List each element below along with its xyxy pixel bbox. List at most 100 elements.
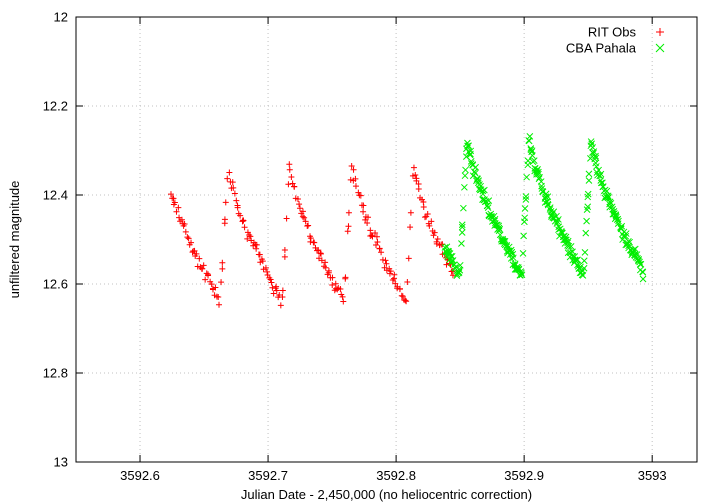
cba-pahala-point (462, 166, 469, 174)
rit-obs-point (404, 278, 411, 285)
cba-pahala-point (510, 254, 517, 262)
rit-obs-point (267, 276, 274, 283)
cba-pahala-point (544, 200, 552, 208)
cba-pahala-point (553, 212, 560, 220)
rit-obs-point (273, 287, 280, 294)
rit-obs-point (240, 217, 247, 224)
rit-obs-point (193, 250, 200, 257)
rit-obs-point (396, 285, 403, 292)
cba-pahala-point (544, 193, 552, 201)
cba-pahala-point (587, 138, 595, 145)
rit-obs-point (175, 204, 182, 211)
rit-obs-point (426, 222, 433, 229)
rit-obs-point (285, 181, 292, 188)
cba-pahala-point (472, 163, 479, 171)
rit-obs-point (299, 213, 306, 220)
cba-pahala-point (455, 269, 463, 276)
cba-pahala-point (581, 248, 589, 256)
y-tick-label: 13 (54, 455, 68, 470)
cba-pahala-point (590, 149, 597, 157)
rit-obs-point (299, 208, 306, 215)
x-axis-label: Julian Date - 2,450,000 (no heliocentric… (241, 487, 532, 502)
rit-obs-point (237, 212, 244, 219)
cba-pahala-point (469, 161, 477, 169)
cba-pahala-point (580, 264, 588, 272)
cba-pahala-point (567, 242, 575, 250)
rit-obs-point (357, 192, 364, 199)
cba-pahala-point (585, 177, 593, 184)
y-tick-label: 12.4 (43, 188, 68, 203)
cba-pahala-point (546, 206, 554, 213)
cba-pahala-point (637, 260, 645, 268)
rit-obs-point (181, 221, 188, 228)
cba-pahala-point (519, 249, 527, 257)
x-tick-label: 3592.6 (120, 468, 160, 483)
cba-pahala-point (523, 173, 530, 181)
rit-obs-point (407, 209, 414, 216)
cba-pahala-point (491, 217, 498, 225)
legend-marker-rit-obs (656, 28, 664, 36)
rit-obs-point (202, 276, 209, 283)
rit-obs-point (296, 201, 303, 208)
cba-pahala-point (522, 193, 530, 200)
y-tick-label: 12 (54, 10, 68, 25)
rit-obs-point (405, 255, 412, 262)
rit-obs-point (315, 247, 322, 254)
rit-obs-point (378, 249, 385, 256)
rit-obs-point (230, 184, 237, 191)
rit-obs-point (373, 241, 380, 248)
cba-pahala-point (597, 170, 605, 178)
rit-obs-point (279, 287, 286, 294)
legend-label-cba-pahala: CBA Pahala (566, 41, 637, 56)
cba-pahala-point (622, 232, 630, 240)
rit-obs-point (413, 175, 420, 182)
rit-obs-point (412, 171, 419, 178)
rit-obs-point (420, 203, 427, 210)
rit-obs-point (281, 253, 288, 260)
cba-pahala-point (612, 212, 620, 220)
cba-pahala-point (500, 237, 508, 245)
cba-pahala-point (631, 245, 639, 253)
rit-obs-point (216, 301, 223, 308)
rit-obs-point (302, 218, 309, 225)
rit-obs-point (182, 228, 189, 235)
legend-plus-marker (656, 28, 664, 36)
cba-pahala-point (582, 229, 590, 237)
rit-obs-point (178, 216, 185, 223)
cba-pahala-point (485, 197, 493, 204)
rit-obs-point (332, 280, 339, 287)
cba-pahala-point (592, 163, 600, 170)
rit-obs-point (269, 284, 276, 291)
rit-obs-point (313, 247, 320, 254)
rit-obs-point (296, 205, 303, 212)
rit-obs-point (352, 175, 359, 182)
rit-obs-point (244, 229, 251, 236)
rit-obs-point (311, 239, 318, 246)
cba-pahala-point (449, 257, 457, 264)
rit-obs-point (194, 263, 201, 270)
cba-pahala-point (461, 172, 469, 180)
cba-pahala-point (574, 256, 581, 264)
rit-obs-point (329, 274, 336, 281)
rit-obs-point (382, 257, 389, 264)
rit-obs-point (264, 268, 271, 275)
cba-pahala-point (456, 261, 464, 269)
rit-obs-point (229, 179, 236, 186)
cba-pahala-point (626, 238, 633, 246)
cba-pahala-point (448, 252, 456, 260)
x-tick-label: 3592.8 (376, 468, 416, 483)
rit-obs-point (218, 279, 225, 286)
rit-obs-point (403, 298, 410, 305)
rit-obs-point (253, 241, 260, 248)
cba-pahala-point (518, 271, 526, 279)
cba-pahala-point (622, 230, 630, 237)
cba-pahala-point (484, 204, 492, 211)
cba-pahala-point (614, 220, 622, 227)
cba-pahala-point (479, 190, 487, 198)
rit-obs-point (253, 245, 260, 252)
cba-pahala-point (590, 148, 598, 155)
cba-pahala-point (555, 216, 562, 223)
rit-obs-point (167, 191, 174, 198)
rit-obs-point (196, 255, 203, 262)
